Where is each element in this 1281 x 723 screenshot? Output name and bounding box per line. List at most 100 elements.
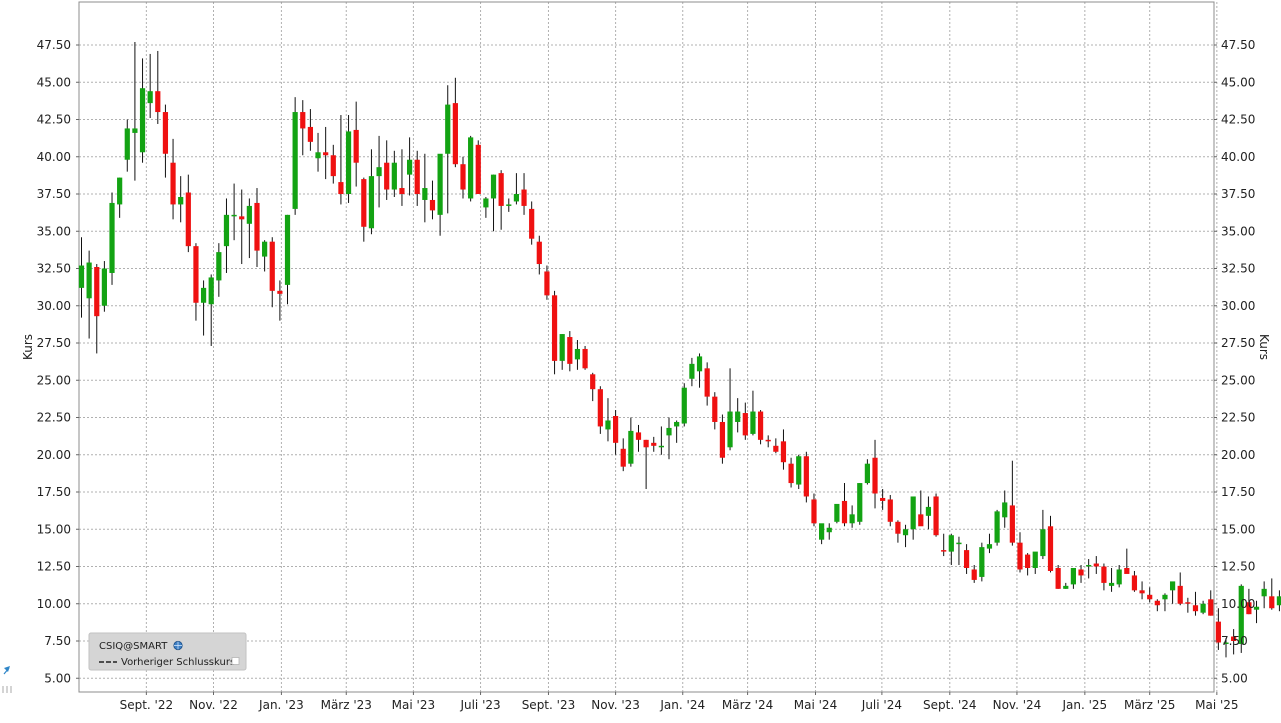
- previous-close-toggle[interactable]: [231, 657, 240, 665]
- candle-up: [689, 357, 695, 387]
- y-tick-label-left: 37.50: [37, 187, 71, 201]
- candle-body: [277, 290, 283, 294]
- candle-down: [651, 436, 657, 452]
- candle-body: [735, 411, 741, 422]
- candle-down: [933, 493, 939, 537]
- candle-down: [185, 174, 191, 253]
- candle-body: [422, 188, 428, 200]
- candle-body: [1276, 596, 1281, 606]
- candle-down: [1177, 572, 1183, 606]
- candle-body: [468, 137, 474, 199]
- y-tick-label-right: 25.00: [1221, 373, 1255, 387]
- y-tick-label-right: 27.50: [1221, 336, 1255, 350]
- candle-body: [544, 271, 550, 296]
- candle-body: [124, 128, 130, 160]
- candle-body: [1116, 569, 1122, 585]
- candle-up: [1040, 509, 1046, 560]
- y-tick-label-right: 42.50: [1221, 113, 1255, 127]
- y-tick-label-left: 22.50: [37, 411, 71, 425]
- y-tick-label-left: 10.00: [37, 597, 71, 611]
- candle-body: [1002, 502, 1008, 518]
- candle-body: [681, 387, 687, 424]
- candles: [78, 42, 1281, 658]
- candle-body: [1032, 551, 1038, 568]
- y-tick-label-right: 20.00: [1221, 448, 1255, 462]
- candle-body: [780, 441, 787, 463]
- candle-body: [979, 547, 985, 577]
- y-tick-label-left: 7.50: [44, 634, 71, 648]
- candle-up: [109, 192, 115, 285]
- y-tick-label-right: 10.00: [1221, 597, 1255, 611]
- candle-up: [345, 115, 352, 203]
- resize-grip-icon[interactable]: [2, 686, 12, 693]
- candle-body: [788, 463, 794, 484]
- y-tick-label-right: 47.50: [1221, 38, 1255, 52]
- candle-body: [307, 126, 313, 142]
- candle-up: [1200, 600, 1206, 615]
- candle-body: [162, 112, 169, 154]
- candle-down: [529, 201, 535, 245]
- candle-body: [872, 457, 878, 494]
- candle-body: [1253, 606, 1260, 610]
- candle-body: [117, 177, 123, 205]
- y-tick-label-left: 12.50: [37, 560, 71, 574]
- candle-body: [689, 363, 695, 379]
- candle-down: [719, 414, 726, 464]
- candle-down: [803, 451, 809, 503]
- candle-body: [1070, 567, 1076, 585]
- candle-body: [1093, 563, 1099, 567]
- candle-up: [796, 454, 802, 490]
- candle-up: [1086, 559, 1092, 579]
- globe-icon[interactable]: [173, 640, 183, 651]
- candle-body: [628, 430, 634, 464]
- candle-body: [811, 499, 817, 524]
- candle-down: [788, 457, 794, 488]
- candle-up: [857, 483, 863, 525]
- x-tick-label: Mai '25: [1195, 698, 1238, 712]
- candle-body: [895, 521, 901, 534]
- candle-body: [849, 514, 855, 524]
- candle-body: [826, 527, 832, 533]
- candle-body: [1169, 581, 1176, 591]
- candle-down: [1078, 565, 1084, 583]
- candle-body: [86, 262, 92, 299]
- candle-down: [155, 50, 161, 124]
- candle-body: [1223, 642, 1229, 644]
- candle-body: [452, 103, 458, 165]
- candle-body: [941, 550, 947, 552]
- candle-body: [1215, 621, 1221, 643]
- candle-body: [529, 208, 535, 239]
- candle-down: [452, 77, 458, 168]
- candle-body: [910, 496, 916, 530]
- candle-down: [162, 104, 169, 178]
- candle-body: [536, 241, 542, 265]
- candle-up: [262, 240, 268, 272]
- y-axis-title-left: Kurs: [21, 334, 35, 360]
- candle-body: [1238, 585, 1244, 644]
- candle-body: [1208, 599, 1214, 616]
- x-tick-label: Jan. '23: [258, 698, 304, 712]
- candle-body: [887, 499, 893, 522]
- candle-up: [834, 503, 840, 524]
- candle-down: [353, 101, 359, 187]
- candle-up: [468, 135, 474, 202]
- candle-body: [674, 421, 680, 427]
- candle-body: [1147, 594, 1153, 600]
- candle-body: [254, 202, 260, 251]
- candle-up: [666, 417, 672, 460]
- candle-body: [406, 159, 413, 175]
- candle-body: [1063, 585, 1069, 589]
- candle-down: [399, 149, 405, 206]
- candle-down: [1269, 578, 1275, 610]
- candle-down: [1185, 597, 1191, 613]
- x-tick-label: März '25: [1124, 698, 1175, 712]
- y-tick-label-right: 40.00: [1221, 150, 1255, 164]
- x-tick-label: Sept. '22: [120, 698, 174, 712]
- candle-up: [101, 261, 107, 312]
- legend-background: [88, 632, 247, 671]
- y-tick-label-right: 45.00: [1221, 75, 1255, 89]
- drawing-tool-icon[interactable]: [3, 666, 10, 675]
- candle-body: [1200, 603, 1206, 613]
- candle-body: [948, 535, 954, 552]
